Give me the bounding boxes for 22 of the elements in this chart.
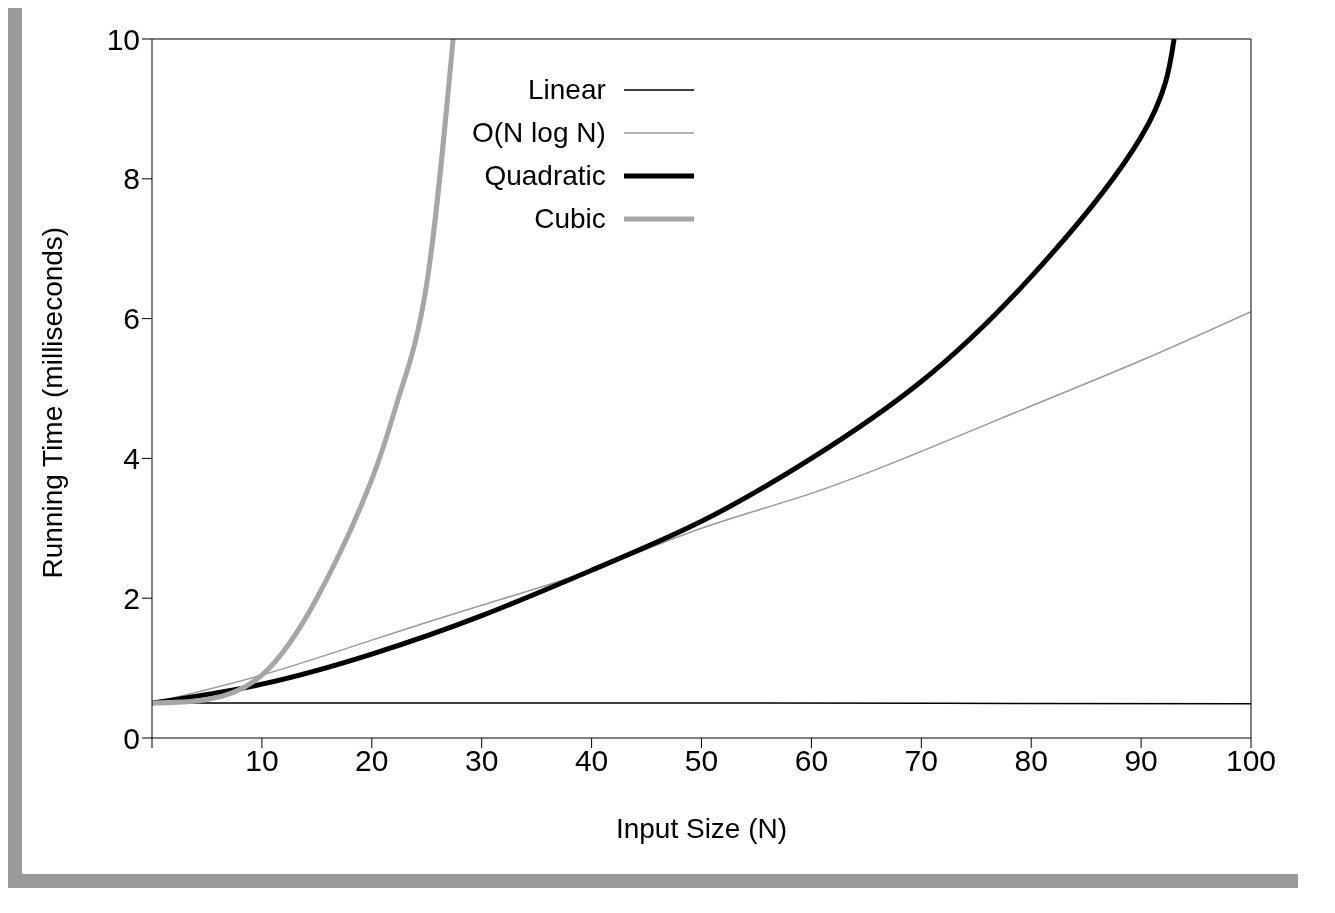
x-tick-label: 30 <box>465 744 499 778</box>
legend-label: Quadratic <box>484 159 606 192</box>
y-tick-label: 8 <box>123 162 140 196</box>
x-tick-label: 80 <box>1014 744 1048 778</box>
y-tick-label: 0 <box>123 721 140 755</box>
legend-label: Linear <box>527 73 606 106</box>
y-tick-label: 2 <box>123 581 140 615</box>
x-tick-label: 90 <box>1124 744 1158 778</box>
x-tick-label: 100 <box>1225 744 1277 778</box>
x-tick-label: 70 <box>904 744 938 778</box>
x-tick-label: 40 <box>574 744 609 778</box>
x-tick-label: 20 <box>355 744 389 778</box>
y-tick-label: 6 <box>123 302 140 336</box>
legend-label: O(N log N) <box>472 116 606 149</box>
x-axis-title: Input Size (N) <box>615 813 788 844</box>
x-tick-label: 50 <box>684 744 719 778</box>
x-tick-label: 10 <box>245 744 279 778</box>
y-tick-label: 4 <box>123 442 140 476</box>
x-tick-label: 60 <box>794 744 829 778</box>
legend-label: Cubic <box>534 202 606 235</box>
y-tick-label: 10 <box>106 22 140 56</box>
y-axis-title: Running Time (milliseconds) <box>36 226 68 579</box>
